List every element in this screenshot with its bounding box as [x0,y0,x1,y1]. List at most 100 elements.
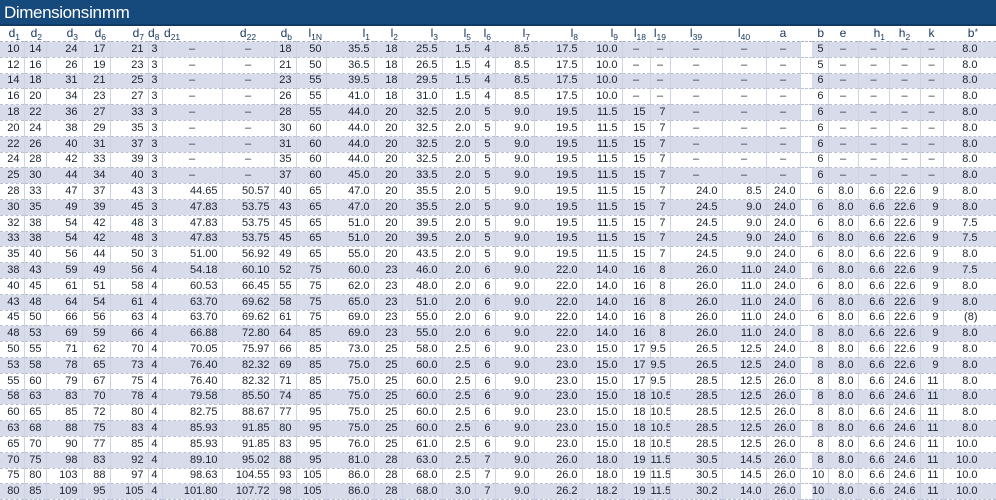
cell-l1: 41.0 [326,88,375,106]
cell-h2: 24.6 [889,373,921,390]
col-header-l8: l8 [534,26,582,42]
cell-d6: 59 [82,325,111,343]
cell-l18: 15 [622,183,651,200]
cell-l1N: 105 [296,483,327,500]
cell-d7: 25 [110,73,149,90]
cell-d1: 25 [0,167,25,185]
cell-e: 8.0 [828,262,859,279]
cell-l8: 23.0 [534,389,583,406]
cell-l1N: 95 [296,404,327,422]
cell-h1: 6.6 [858,278,890,295]
cell-d21: – [162,104,223,121]
cell-b: 6 [812,199,829,216]
cell-l5: 2.5 [442,436,476,453]
cell-a: 26.0 [766,452,801,469]
cell-d6: 88 [82,468,111,485]
cell-l9: 14.0 [582,262,623,279]
cell-d7: 78 [110,389,149,406]
gutter-spacer [800,483,812,500]
cell-h1: 6.6 [858,483,890,500]
cell-l2: 25 [374,373,403,390]
col-header-h2: h2 [889,26,920,42]
cell-db: 37 [274,167,297,185]
cell-l5: 2.5 [442,373,476,390]
table-row: 14 18 31 21 25 3– –23 55 39.5 18 29.5 1.5 4 8.5 17.5 10… [0,73,996,90]
cell-l8: 19.5 [534,183,583,200]
cell-h2: 22.6 [889,246,921,264]
cell-l40: 11.0 [722,278,767,295]
cell-l39: 30.5 [670,452,723,469]
col-header-l40: l40 [722,26,766,42]
col-header-l3: l3 [402,26,442,42]
cell-l39: – [670,167,723,185]
cell-db: 45 [274,231,297,248]
cell-l39: 26.0 [670,325,723,343]
cell-l3: 48.0 [402,278,443,295]
cell-b: 8 [812,341,829,358]
cell-l8: 23.0 [534,404,583,422]
cell-l1N: 65 [296,215,327,232]
table-row: 65 70 90 77 85 4 85.93 91.85 83 95 76.0 25 61.0 2.5 6 9… [0,436,996,453]
cell-d2: 18 [24,73,47,90]
cell-d7: 80 [110,404,149,422]
cell-d3: 40 [46,136,83,153]
cell-e: 8.0 [828,483,859,500]
cell-l40: 14.0 [722,483,767,500]
col-header-l1: l1 [326,26,374,42]
cell-l19: 8 [650,262,671,279]
cell-d8: 3 [148,246,163,264]
cell-d8: 4 [148,262,163,279]
cell-l19: 10.5 [650,404,671,422]
cell-l19: 9.5 [650,341,671,358]
cell-l2: 25 [374,389,403,406]
cell-d2: 14 [24,41,47,58]
cell-l2: 20 [374,136,403,153]
cell-d2: 58 [24,357,47,374]
cell-d1: 50 [0,341,25,358]
cell-d8: 4 [148,357,163,374]
cell-d21: 66.88 [162,325,223,343]
cell-d22: 95.02 [222,452,275,469]
cell-d3: 49 [46,199,83,216]
cell-d22: 60.10 [222,262,275,279]
cell-l9: 10.0 [582,88,623,106]
cell-l19: – [650,73,671,90]
cell-a: 26.0 [766,436,801,453]
cell-b: 6 [812,120,829,137]
cell-db: 55 [274,278,297,295]
cell-l40: 14.5 [722,452,767,469]
cell-a: – [766,104,801,121]
cell-l1N: 75 [296,310,327,327]
cell-d22: – [222,88,275,106]
cell-l5: 2.5 [442,341,476,358]
cell-d8: 3 [148,104,163,121]
cell-d6: 39 [82,199,111,216]
cell-h2: 24.6 [889,404,921,422]
cell-d6: 23 [82,88,111,106]
cell-b: 6 [812,231,829,248]
cell-l3: 68.0 [402,468,443,485]
cell-l18: 15 [622,231,651,248]
cell-e: 8.0 [828,341,859,358]
cell-d21: 47.83 [162,199,223,216]
cell-k: 9 [920,325,944,343]
cell-l6: 6 [475,262,496,279]
cell-l7: 9.0 [495,341,535,358]
cell-d6: 42 [82,231,111,248]
cell-l1: 69.0 [326,325,375,343]
cell-h1: 6.6 [858,262,890,279]
cell-l40: – [722,120,767,137]
cell-d7: 61 [110,294,149,311]
cell-bstar: 8.0 [943,104,996,121]
cell-d2: 63 [24,389,47,406]
cell-d1: 35 [0,246,25,264]
table-row: 45 50 66 56 63 4 63.70 69.62 61 75 69.0 23 55.0 2.0 6 9… [0,310,996,327]
gutter-spacer [800,136,812,153]
table-row: 43 48 64 54 61 4 63.70 69.62 58 75 65.0 23 51.0 2.0 6 9… [0,294,996,311]
cell-d3: 61 [46,278,83,295]
cell-l18: 15 [622,120,651,137]
cell-l5: 2.0 [442,152,476,169]
cell-d8: 4 [148,404,163,422]
table-row: 70 75 98 83 92 4 89.10 95.02 88 95 81.0 28 63.0 2.5 7 9… [0,452,996,469]
cell-l5: 2.0 [442,246,476,264]
